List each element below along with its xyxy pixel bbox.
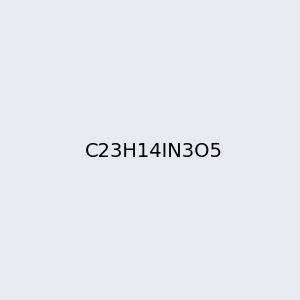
Text: C23H14IN3O5: C23H14IN3O5 <box>85 142 223 161</box>
